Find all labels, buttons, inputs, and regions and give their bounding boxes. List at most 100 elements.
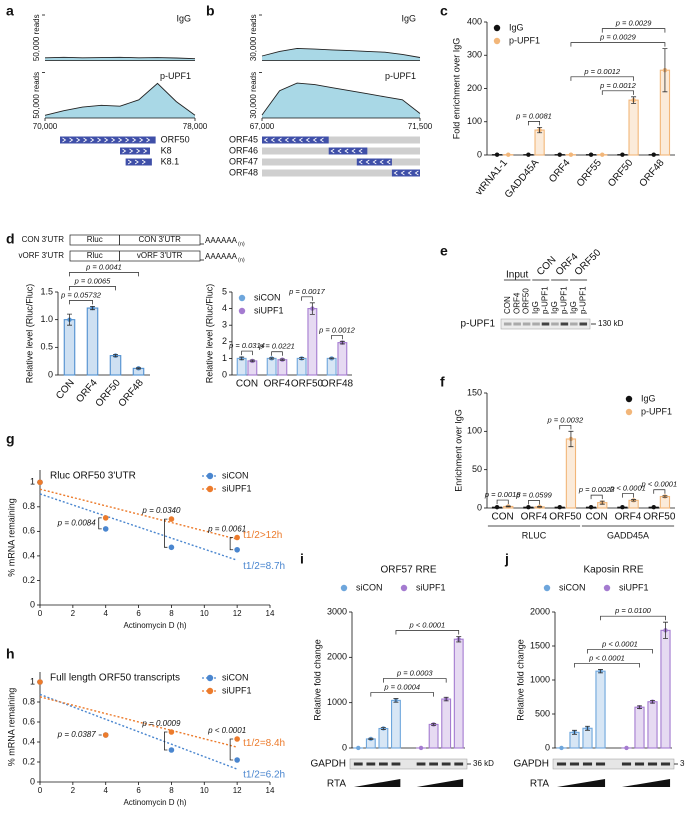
y-tick-label: 500	[535, 708, 550, 718]
panel-letter: d	[6, 231, 15, 247]
panel-letter: b	[206, 3, 215, 19]
error-bar	[339, 340, 345, 345]
data-point	[168, 516, 175, 522]
x-tick-label: ORF50	[643, 512, 676, 523]
strand-chevron	[263, 137, 268, 143]
error-bar	[309, 302, 315, 315]
data-point	[37, 679, 43, 685]
significance-bracket	[395, 630, 460, 635]
gene-label: ORF48	[229, 167, 258, 177]
gene	[262, 136, 329, 144]
fit-line	[39, 493, 238, 561]
legend-label: siUPF1	[222, 483, 252, 493]
p-value-label: p < 0.0001	[640, 480, 677, 489]
error-bar	[279, 358, 285, 361]
y-tick-label: 0	[48, 369, 53, 379]
legend-marker	[206, 472, 214, 480]
error-bar	[662, 495, 668, 498]
x-tick-label: 12	[233, 786, 242, 795]
construct-tail: AAAAAA	[205, 236, 238, 245]
construct-name: vORF 3'UTR	[18, 251, 64, 260]
significance-bracket	[271, 351, 283, 356]
error-bar	[368, 737, 374, 741]
strand-chevron	[146, 137, 151, 143]
x-axis-label: RTA	[530, 779, 549, 790]
x-tick-label: ORF4	[264, 379, 291, 390]
mean-dot	[494, 152, 500, 157]
mean-dot	[557, 505, 562, 510]
p-value-label: p < 0.0001	[588, 653, 625, 662]
data-point	[168, 729, 175, 735]
legend-label: siUPF1	[416, 582, 446, 592]
p-value-label: p = 0.0012	[583, 67, 620, 76]
p-value-label: p = 0.0041	[85, 262, 122, 271]
error-bar	[631, 96, 637, 104]
significance-bracket	[601, 90, 634, 95]
error-bar	[269, 357, 275, 360]
bar	[628, 99, 639, 156]
x-tick-label: 70,000	[33, 122, 58, 131]
y-tick-label: 100	[467, 426, 482, 436]
significance-bracket	[653, 489, 666, 494]
lane-label: CON	[503, 296, 512, 314]
data-point	[37, 479, 43, 486]
track-name: IgG	[401, 13, 416, 23]
y-tick-label: 1500	[530, 640, 550, 650]
group-label: GADD45A	[607, 530, 649, 540]
bar	[428, 723, 439, 749]
legend-label: p-UPF1	[509, 35, 540, 45]
construct-part: CON 3'UTR	[138, 235, 181, 244]
legend-label: siCON	[222, 672, 249, 682]
legend-label: IgG	[641, 393, 656, 403]
chart-title: ORF57 RRE	[380, 565, 436, 576]
significance-bracket	[574, 663, 640, 668]
bar	[337, 342, 348, 376]
coverage-line	[261, 82, 421, 116]
significance-bracket	[383, 678, 447, 683]
significance-bracket	[559, 424, 572, 430]
p-value-label: p = 0.05732	[60, 290, 102, 299]
x-tick-label: CON	[236, 379, 258, 390]
strand-chevron	[393, 170, 398, 176]
gene-label: K8	[161, 145, 172, 155]
strand-chevron	[305, 137, 310, 143]
legend-marker	[625, 408, 633, 416]
bar	[660, 629, 671, 749]
strand-chevron	[337, 148, 342, 154]
p-value-label: p = 0.0100	[614, 606, 651, 615]
significance-bracket	[69, 300, 93, 305]
y-tick-label: 0	[30, 599, 35, 609]
x-tick-label: 67,000	[250, 122, 275, 131]
mean-dot	[600, 152, 605, 157]
error-bar	[537, 127, 543, 134]
dose-triangle	[556, 779, 606, 787]
x-tick-label: ORF55	[575, 157, 604, 189]
track-name: IgG	[176, 13, 191, 23]
significance-bracket	[331, 334, 343, 340]
strand-chevron	[358, 148, 363, 154]
error-bar	[113, 354, 118, 358]
y-axis-label: Relative level (Rluc/Fluc)	[204, 284, 214, 384]
mean-dot	[620, 152, 625, 157]
gene-label: ORF46	[229, 145, 258, 155]
y-tick-label: 0	[545, 742, 550, 752]
chart-title: Full length ORF50 transcripts	[50, 673, 180, 684]
blot-label: GAPDH	[310, 759, 346, 770]
fit-line	[39, 693, 238, 770]
legend-marker	[493, 24, 501, 32]
y-axis-label: Fold enrichment over IgG	[451, 38, 461, 140]
strand-chevron	[83, 137, 88, 143]
legend-label: p-UPF1	[641, 406, 672, 416]
p-value-label: p = 0.0029	[599, 33, 636, 42]
p-value-label: p = 0.0314	[228, 341, 265, 350]
y-tick-label: 1	[222, 353, 227, 363]
y-tick-label: 0	[342, 742, 347, 752]
error-bar	[90, 305, 95, 311]
error-bar	[443, 696, 449, 702]
y-tick-label: 1000	[530, 674, 550, 684]
bar	[296, 357, 307, 376]
significance-bracket	[370, 692, 434, 697]
bar	[266, 357, 277, 376]
blot-band	[378, 762, 388, 766]
y-axis-label: % mRNA remaining	[6, 498, 16, 577]
